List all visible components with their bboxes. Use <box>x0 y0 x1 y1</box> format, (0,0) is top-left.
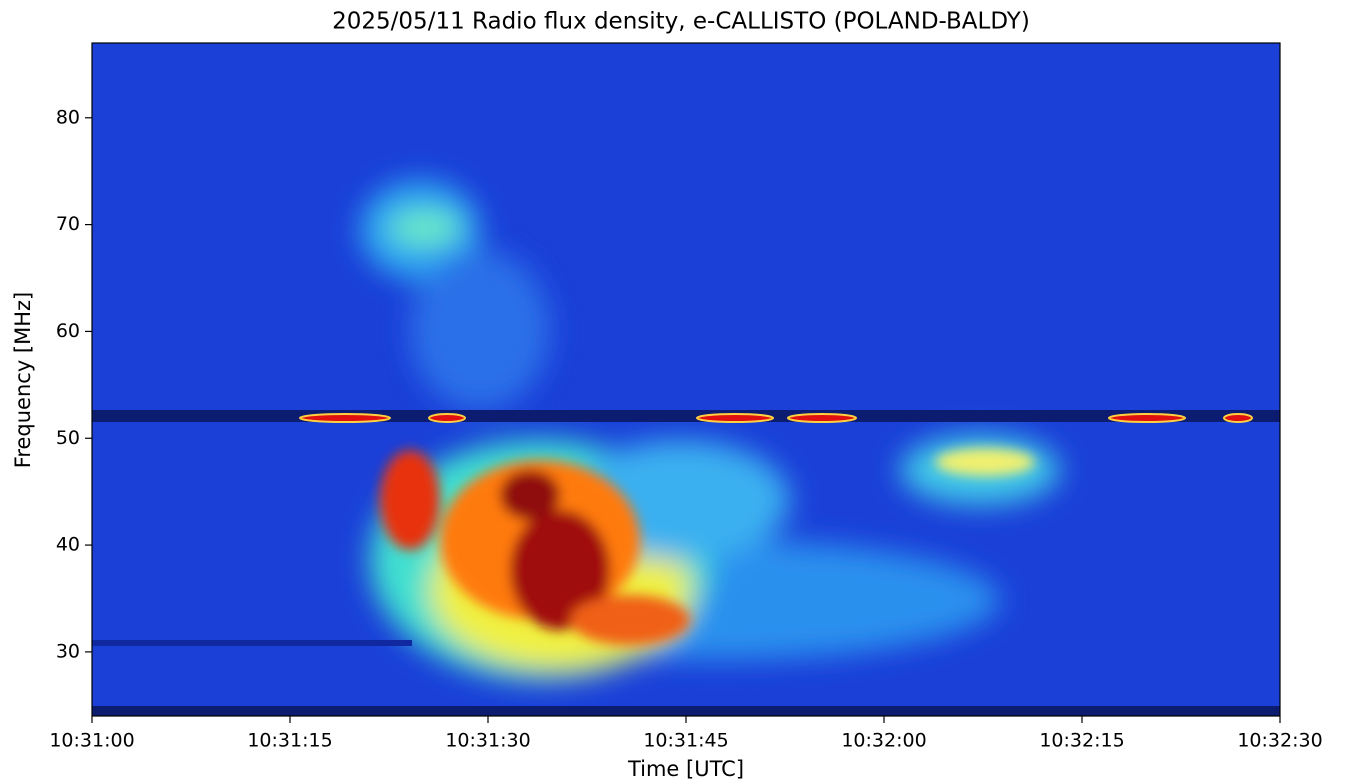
x-tick-label: 10:32:00 <box>841 730 926 752</box>
chart: 2025/05/11 Radio flux density, e-CALLIST… <box>0 0 1346 784</box>
y-tick-label: 40 <box>56 534 80 556</box>
chart-title: 2025/05/11 Radio flux density, e-CALLIST… <box>332 9 1030 35</box>
x-tick-label: 10:31:00 <box>49 730 134 752</box>
x-tick-label: 10:31:45 <box>643 730 728 752</box>
spectrogram-image <box>92 43 1280 716</box>
x-tick-label: 10:31:15 <box>247 730 332 752</box>
x-tick-label: 10:32:30 <box>1237 730 1322 752</box>
x-tick-label: 10:31:30 <box>445 730 530 752</box>
y-tick-label: 70 <box>56 213 80 235</box>
y-tick-label: 80 <box>56 106 80 128</box>
x-axis-label: Time [UTC] <box>627 757 744 781</box>
y-tick-label: 60 <box>56 320 80 342</box>
y-tick-label: 50 <box>56 427 80 449</box>
y-tick-label: 30 <box>56 640 80 662</box>
x-tick-label: 10:32:15 <box>1039 730 1124 752</box>
y-axis-label: Frequency [MHz] <box>11 292 35 468</box>
